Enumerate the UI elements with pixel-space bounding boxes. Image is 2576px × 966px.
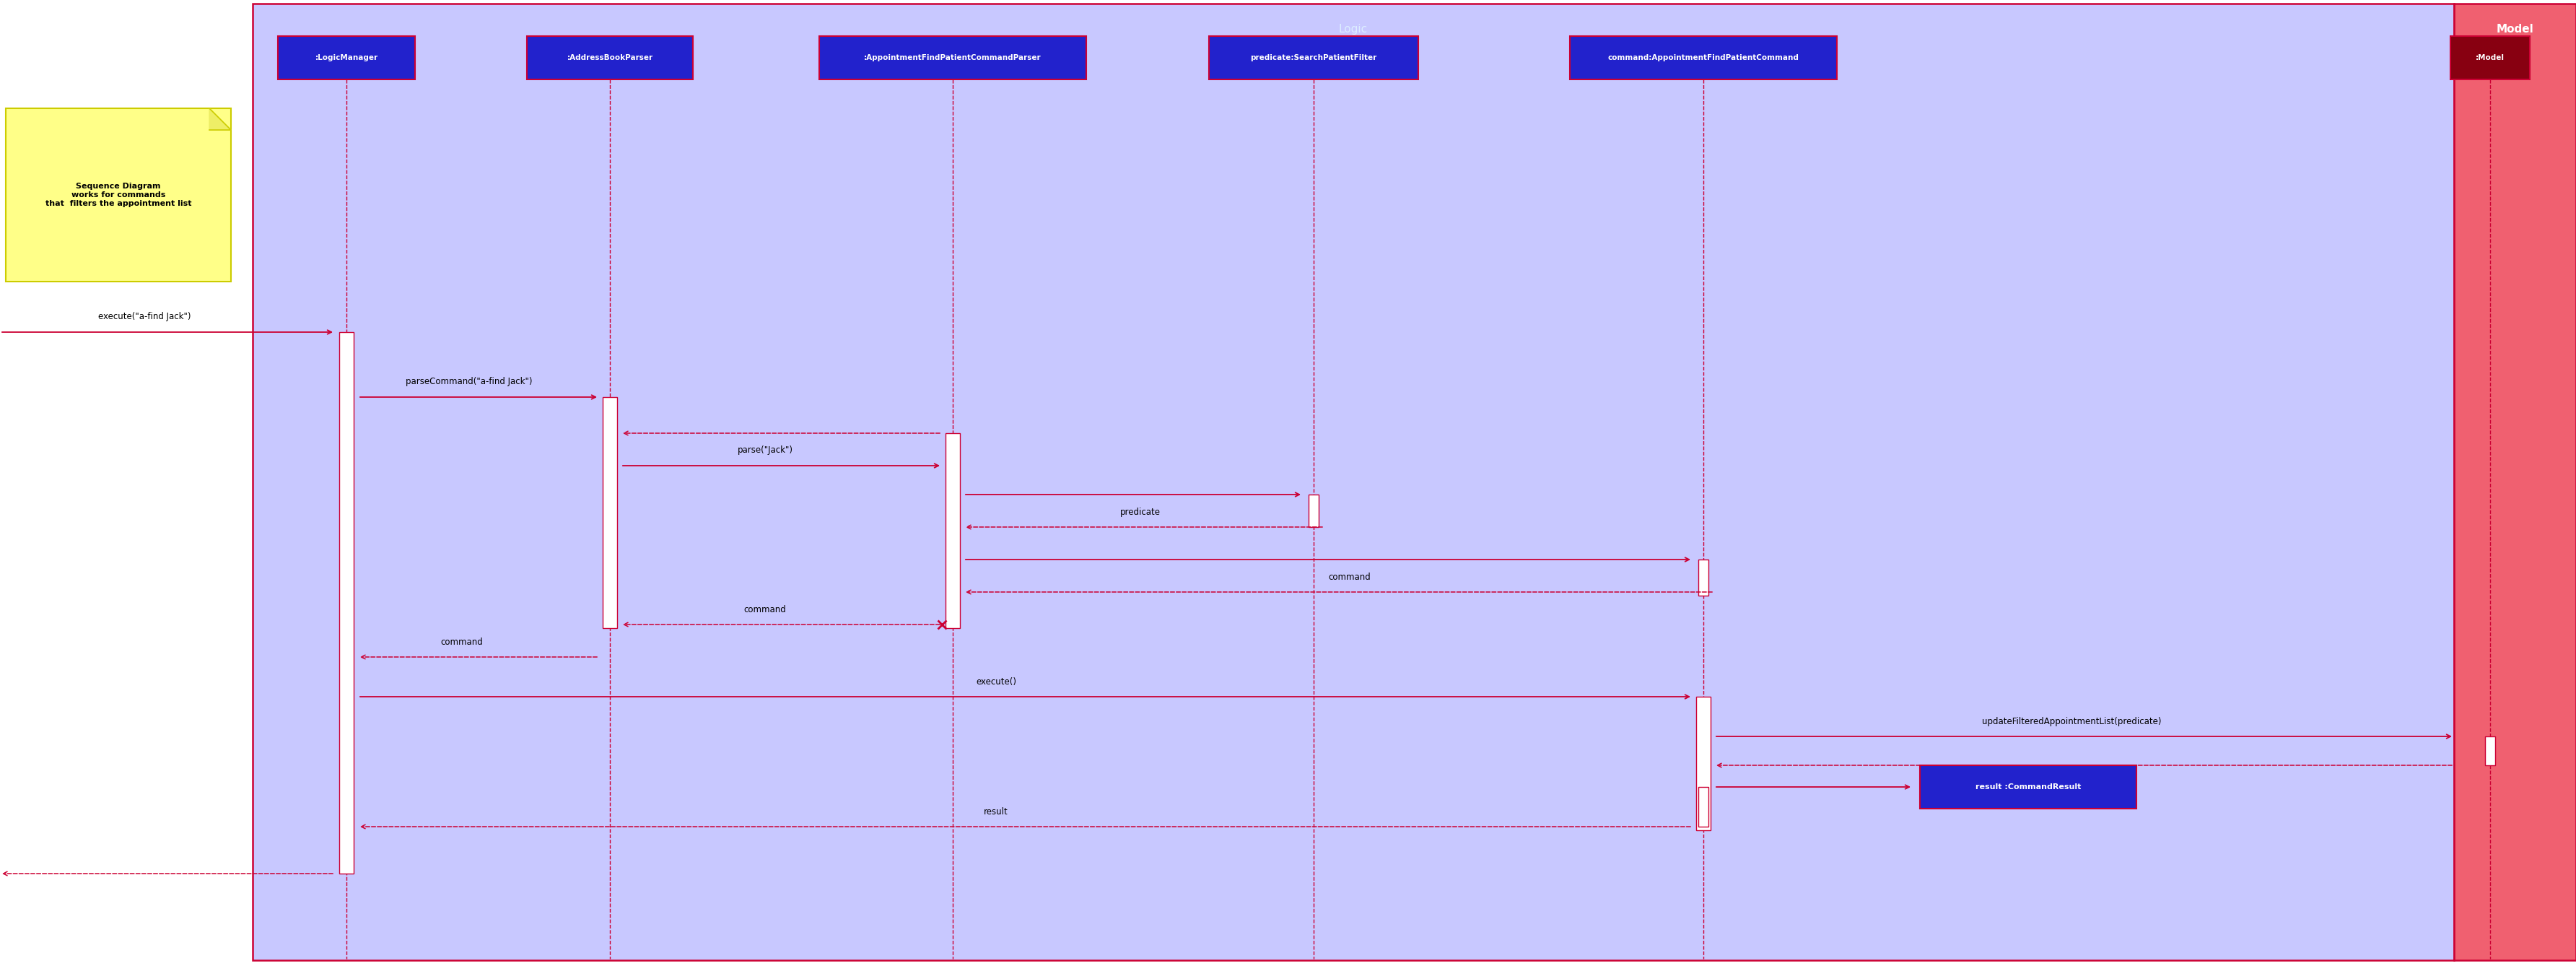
Text: Model: Model xyxy=(2496,23,2535,35)
FancyBboxPatch shape xyxy=(603,397,618,628)
FancyBboxPatch shape xyxy=(1309,495,1319,527)
Text: predicate: predicate xyxy=(1121,507,1162,517)
Text: :Model: :Model xyxy=(2476,54,2504,62)
Text: result: result xyxy=(984,808,1007,816)
Text: updateFilteredAppointmentList(predicate): updateFilteredAppointmentList(predicate) xyxy=(1981,717,2161,726)
FancyBboxPatch shape xyxy=(1698,787,1708,827)
Text: command: command xyxy=(1329,573,1370,582)
Text: :AppointmentFindPatientCommandParser: :AppointmentFindPatientCommandParser xyxy=(863,54,1041,62)
FancyBboxPatch shape xyxy=(819,36,1087,79)
FancyBboxPatch shape xyxy=(252,4,2455,960)
Text: :LogicManager: :LogicManager xyxy=(314,54,379,62)
Text: :AddressBookParser: :AddressBookParser xyxy=(567,54,652,62)
Text: command: command xyxy=(744,605,786,614)
FancyBboxPatch shape xyxy=(945,433,961,628)
Text: command: command xyxy=(440,638,484,647)
FancyBboxPatch shape xyxy=(1208,36,1419,79)
FancyBboxPatch shape xyxy=(528,36,693,79)
Text: execute("a-find Jack"): execute("a-find Jack") xyxy=(98,312,191,322)
FancyBboxPatch shape xyxy=(2455,4,2576,960)
Text: execute(): execute() xyxy=(976,677,1018,687)
Text: parseCommand("a-find Jack"): parseCommand("a-find Jack") xyxy=(407,377,533,386)
Polygon shape xyxy=(209,108,232,130)
Text: predicate:SearchPatientFilter: predicate:SearchPatientFilter xyxy=(1249,54,1376,62)
Text: parse("Jack"): parse("Jack") xyxy=(737,445,793,455)
FancyBboxPatch shape xyxy=(340,332,353,873)
FancyBboxPatch shape xyxy=(2486,736,2496,765)
Text: Sequence Diagram
works for commands
that  filters the appointment list: Sequence Diagram works for commands that… xyxy=(46,183,191,207)
Text: result :CommandResult: result :CommandResult xyxy=(1976,783,2081,790)
FancyBboxPatch shape xyxy=(278,36,415,79)
Text: Logic: Logic xyxy=(1340,23,1368,35)
Text: command:AppointmentFindPatientCommand: command:AppointmentFindPatientCommand xyxy=(1607,54,1798,62)
FancyBboxPatch shape xyxy=(1698,559,1708,596)
FancyBboxPatch shape xyxy=(1695,696,1710,830)
FancyBboxPatch shape xyxy=(1919,765,2136,809)
FancyBboxPatch shape xyxy=(5,108,232,281)
FancyBboxPatch shape xyxy=(2450,36,2530,79)
FancyBboxPatch shape xyxy=(1569,36,1837,79)
